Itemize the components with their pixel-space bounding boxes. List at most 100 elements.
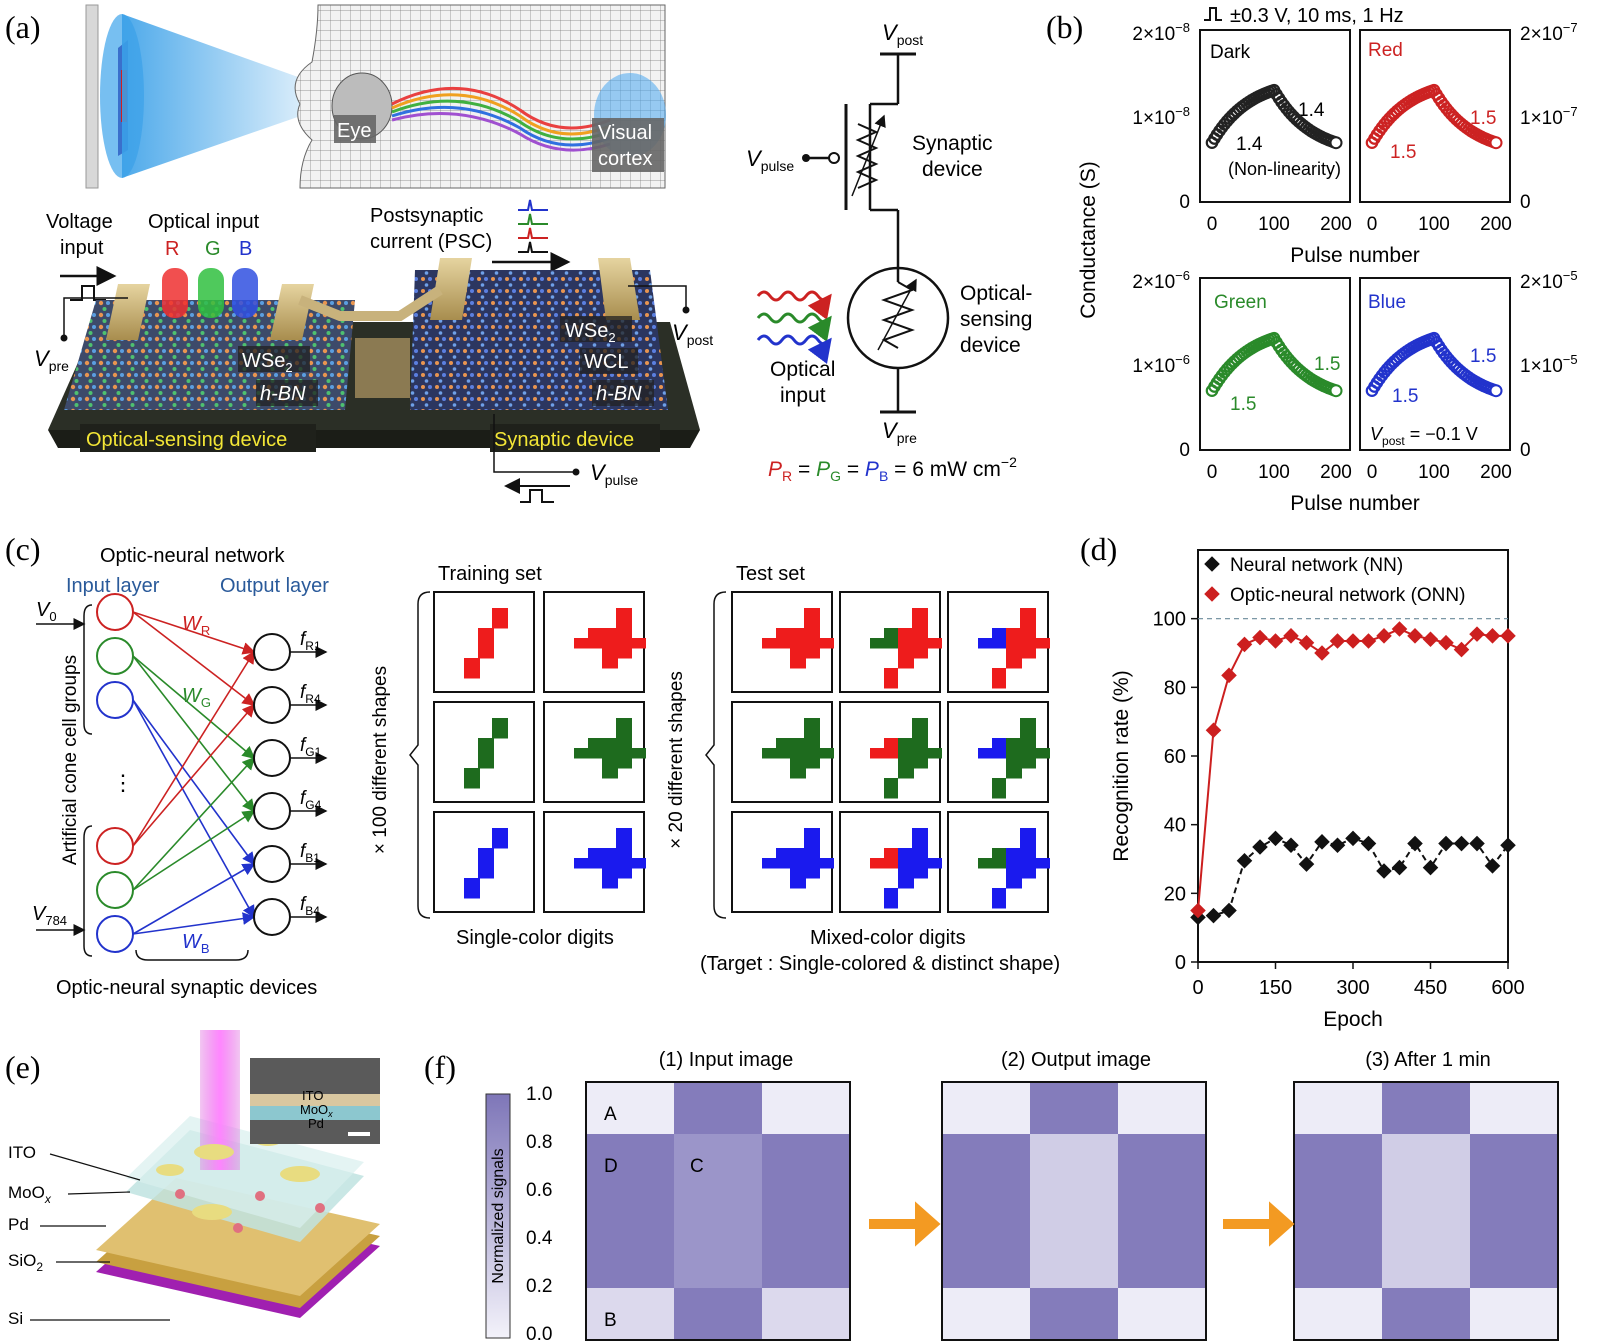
digit-pixel bbox=[464, 888, 480, 899]
circuit-synaptic-2: device bbox=[922, 158, 983, 181]
digit-pixel bbox=[898, 658, 912, 669]
d-data-point bbox=[1376, 628, 1392, 644]
digit-pixel bbox=[478, 868, 494, 879]
colorbar-label: Normalized signals bbox=[490, 1148, 507, 1283]
digit-pixel bbox=[884, 638, 900, 649]
d-data-point bbox=[1376, 863, 1392, 879]
d-data-point bbox=[1469, 835, 1485, 852]
c-output-fr4: fR4 bbox=[300, 682, 321, 706]
digit-pixel bbox=[478, 628, 494, 639]
d-plot-frame bbox=[1197, 549, 1509, 963]
circuit-optical-input-1: Optical bbox=[770, 358, 835, 381]
heatmap-cell bbox=[1030, 1288, 1118, 1340]
digit-pixel bbox=[884, 628, 900, 639]
b-bl-ytick-1: 1×10−6 bbox=[1132, 352, 1190, 377]
digit-pixel bbox=[912, 638, 928, 649]
heatmap-frame bbox=[941, 1081, 1207, 1341]
digit-pixel bbox=[912, 838, 926, 849]
d-ytick-label: 100 bbox=[1153, 609, 1186, 631]
heatmap-cell bbox=[1382, 1134, 1470, 1288]
digit-pixel bbox=[602, 858, 618, 869]
heatmap-cell bbox=[942, 1288, 1030, 1340]
d-data-point bbox=[1345, 633, 1361, 649]
b-nl-dark-down: 1.4 bbox=[1298, 100, 1325, 121]
d-data-point bbox=[1283, 628, 1299, 644]
digit-pixel bbox=[912, 718, 928, 729]
f-title-after: (3) After 1 min bbox=[1365, 1049, 1491, 1071]
digit-pixel bbox=[1020, 628, 1034, 639]
digit-pixel bbox=[616, 628, 632, 639]
c-synapse-line bbox=[132, 699, 255, 866]
psc-traces bbox=[518, 199, 548, 253]
c-dots: ⋮ bbox=[112, 770, 134, 795]
optical-device-label: Optical-sensing device bbox=[86, 429, 287, 451]
digit-pixel bbox=[884, 748, 900, 759]
c-output-fg1: fG1 bbox=[300, 735, 322, 759]
d-data-point bbox=[1407, 628, 1423, 644]
digit-pixel bbox=[978, 748, 994, 759]
digit-pixel bbox=[602, 628, 618, 639]
digit-pixel bbox=[898, 748, 912, 759]
digit-pixel bbox=[492, 618, 508, 629]
digit-pixel bbox=[790, 748, 806, 759]
heatmap-frame bbox=[585, 1081, 851, 1341]
psc-label-2: current (PSC) bbox=[370, 231, 492, 253]
pulse-icon bbox=[1204, 7, 1222, 21]
b-xtick-c200: 200 bbox=[1320, 462, 1352, 483]
b-xtick-c0: 0 bbox=[1207, 462, 1218, 483]
digit-pixel bbox=[804, 838, 820, 849]
digit-pixel bbox=[1020, 638, 1036, 649]
d-data-point bbox=[1314, 645, 1330, 661]
d-data-point bbox=[1391, 859, 1408, 876]
digit-pixel bbox=[992, 678, 1006, 689]
digit-pixel bbox=[870, 638, 886, 649]
c-output-neuron bbox=[253, 739, 291, 777]
d-data-point bbox=[1453, 835, 1470, 852]
d-data-point bbox=[1422, 631, 1439, 648]
panel-d-letter: (d) bbox=[1080, 531, 1117, 567]
digit-pixel bbox=[992, 858, 1008, 869]
digit-pixel bbox=[1006, 658, 1020, 669]
panel-a-letter: (a) bbox=[5, 9, 41, 45]
digit-pixel bbox=[804, 858, 820, 869]
b-tl-ytick-0: 0 bbox=[1179, 192, 1190, 213]
panel-c: (c) Optic-neural network Input layer Out… bbox=[5, 531, 1060, 999]
c-synapse-line bbox=[132, 703, 256, 847]
c-output-fb1: fB1 bbox=[300, 841, 320, 865]
c-output-fg4: fG4 bbox=[300, 788, 322, 812]
green-light-icon bbox=[198, 268, 224, 318]
d-data-point bbox=[1438, 634, 1454, 651]
d-legend-marker bbox=[1204, 586, 1220, 602]
digit-pixel bbox=[1006, 868, 1020, 879]
d-ytick-label: 20 bbox=[1164, 883, 1186, 905]
d-legend-label: Neural network (NN) bbox=[1230, 555, 1403, 576]
digit-pixel bbox=[884, 898, 898, 909]
digit-pixel bbox=[492, 718, 508, 729]
d-data-point bbox=[1298, 856, 1315, 872]
b-tr-ytick-2: 2×10−7 bbox=[1520, 20, 1578, 45]
digit-pixel bbox=[870, 858, 886, 869]
b-xtick-b100: 100 bbox=[1418, 214, 1450, 235]
d-data-point bbox=[1298, 634, 1315, 651]
circuit-optical-2: sensing bbox=[960, 308, 1032, 331]
digit-pixel bbox=[790, 628, 806, 639]
hbn-left-label: h-BN bbox=[260, 383, 306, 405]
digit-pixel bbox=[588, 748, 604, 759]
b-ylabel: Conductance (S) bbox=[1077, 161, 1100, 319]
wse2-right-label: WSe2 bbox=[565, 320, 616, 345]
head-illustration: Eye Visual cortex bbox=[294, 4, 666, 189]
digit-pixel bbox=[804, 628, 820, 639]
digit-pixel bbox=[884, 668, 898, 679]
digit-pixel bbox=[992, 638, 1008, 649]
b-xtick-d0: 0 bbox=[1367, 462, 1378, 483]
c-input-neuron bbox=[96, 681, 134, 719]
c-synapse-line bbox=[132, 655, 256, 760]
c-v0: V0 bbox=[36, 599, 57, 624]
f-title-input: (1) Input image bbox=[659, 1049, 794, 1071]
panel-f: (f) Normalized signals 1.0 0.8 0.6 0.4 0… bbox=[424, 1049, 1559, 1343]
d-data-point bbox=[1283, 837, 1299, 854]
blue-wave-icon bbox=[756, 334, 832, 364]
digit-pixel bbox=[1006, 748, 1020, 759]
cell-label-d: D bbox=[604, 1156, 618, 1177]
